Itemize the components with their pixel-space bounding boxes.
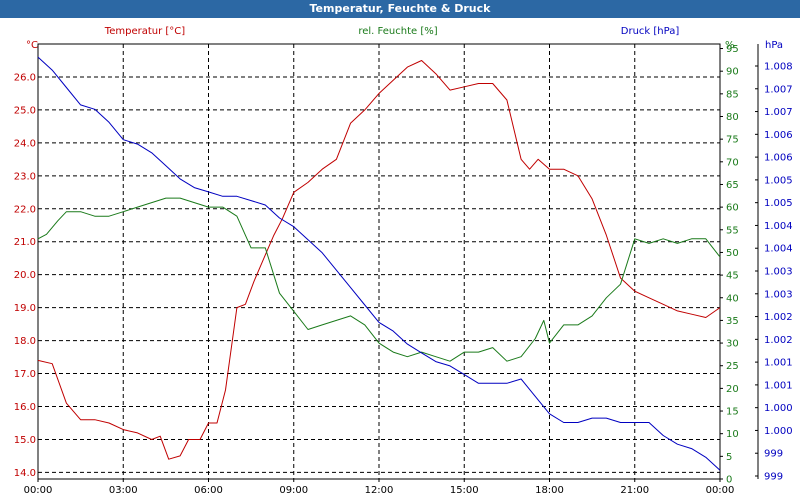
pressure-tick-label: 1.003 [764,267,793,278]
pressure-tick-label: 1.004 [764,244,793,255]
x-tick-label-time: 00:00 [24,485,53,496]
chart-plot: Temperatur [°C] rel. Feuchte [%] Druck [… [0,18,800,500]
pressure-tick-label: 1.008 [764,62,793,73]
x-tick-label-time: 09:00 [279,485,308,496]
humidity-series-line [37,197,721,362]
temperature-tick-label: 14.0 [14,468,36,479]
pressure-axis-title: Druck [hPa] [621,26,680,37]
humidity-tick-label: 60 [726,203,739,214]
x-tick-label-time: 15:00 [450,485,479,496]
pressure-tick-label: 1.002 [764,335,793,346]
pressure-tick-label: 1.001 [764,380,793,391]
humidity-unit: % [725,40,735,51]
humidity-tick-label: 0 [726,475,732,486]
pressure-tick-label: 999 [764,449,783,460]
axis-labels: Temperatur [°C] rel. Feuchte [%] Druck [… [26,26,783,51]
humidity-tick-label: 95 [726,44,739,55]
humidity-tick-label: 20 [726,384,739,395]
humidity-tick-label: 75 [726,135,739,146]
humidity-tick-label: 85 [726,89,739,100]
x-tick-label-time: 12:00 [365,485,394,496]
chart-title-bar: Temperatur, Feuchte & Druck [0,0,800,18]
chart-title: Temperatur, Feuchte & Druck [309,2,491,15]
series-layer [37,56,721,471]
temperature-tick-label: 22.0 [14,204,36,215]
pressure-tick-label: 1.007 [764,84,793,95]
pressure-unit: hPa [765,40,783,51]
grid-lines [38,44,720,479]
pressure-tick-label: 1.002 [764,312,793,323]
temperature-tick-label: 25.0 [14,105,36,116]
pressure-tick-label: 1.005 [764,175,793,186]
temperature-axis-title: Temperatur [°C] [104,26,185,37]
humidity-tick-label: 10 [726,429,739,440]
x-tick-label-time: 18:00 [535,485,564,496]
x-tick-label-time: 21:00 [620,485,649,496]
temperature-unit: °C [26,40,38,51]
pressure-tick-label: 1.006 [764,153,793,164]
temperature-tick-label: 20.0 [14,270,36,281]
temperature-tick-label: 16.0 [14,402,36,413]
humidity-tick-label: 90 [726,67,739,78]
humidity-tick-label: 30 [726,339,739,350]
temperature-series-line [37,60,721,460]
pressure-tick-label: 1.006 [764,130,793,141]
temperature-tick-label: 19.0 [14,303,36,314]
temperature-tick-label: 23.0 [14,171,36,182]
pressure-series-line [37,56,721,471]
temperature-tick-label: 24.0 [14,138,36,149]
humidity-tick-label: 50 [726,248,739,259]
temperature-tick-label: 15.0 [14,435,36,446]
pressure-tick-label: 1.005 [764,198,793,209]
humidity-tick-label: 15 [726,407,739,418]
pressure-tick-label: 1.001 [764,358,793,369]
humidity-tick-label: 5 [726,452,732,463]
pressure-tick-label: 1.000 [764,426,793,437]
humidity-tick-label: 45 [726,271,739,282]
x-tick-label-time: 03:00 [109,485,138,496]
humidity-tick-label: 70 [726,157,739,168]
humidity-tick-label: 55 [726,225,739,236]
humidity-tick-label: 65 [726,180,739,191]
humidity-tick-label: 35 [726,316,739,327]
tick-labels: 00:0005.07.2503:0005.07.2506:0005.07.250… [14,44,793,496]
temperature-tick-label: 26.0 [14,72,36,83]
humidity-axis-title: rel. Feuchte [%] [358,26,437,37]
x-tick-label-time: 06:00 [194,485,223,496]
temperature-tick-label: 18.0 [14,336,36,347]
humidity-tick-label: 40 [726,293,739,304]
x-tick-label-time: 00:00 [706,485,735,496]
pressure-tick-label: 1.007 [764,107,793,118]
humidity-tick-label: 25 [726,361,739,372]
pressure-tick-label: 1.000 [764,403,793,414]
pressure-tick-label: 1.003 [764,289,793,300]
humidity-tick-label: 80 [726,112,739,123]
temperature-tick-label: 21.0 [14,237,36,248]
temperature-tick-label: 17.0 [14,369,36,380]
pressure-tick-label: 1.004 [764,221,793,232]
pressure-tick-label: 999 [764,472,783,483]
